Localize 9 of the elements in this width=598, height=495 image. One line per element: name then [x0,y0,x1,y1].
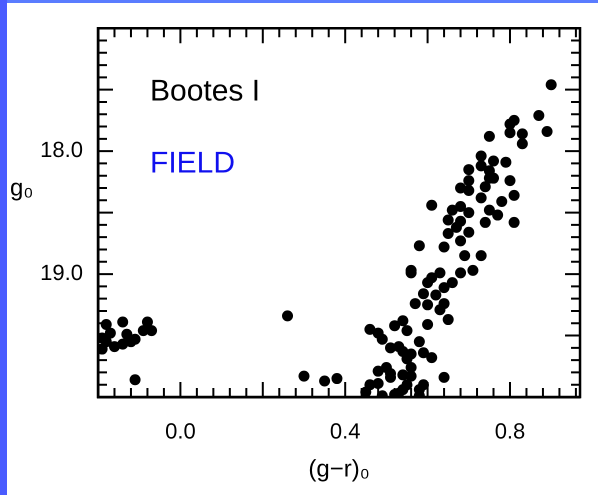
x-axis-title: (g−r)₀ [308,456,370,483]
y-axis-title: g₀ [10,174,34,202]
x-tick-label: 0.8 [494,418,526,444]
y-tick-label: 18.0 [40,137,83,162]
y-tick-label: 19.0 [40,260,83,286]
annotation: Bootes I [150,74,260,108]
annotation: FIELD [150,146,236,180]
x-tick-label: 0.0 [165,418,196,444]
x-tick-label: 0.4 [330,418,360,444]
